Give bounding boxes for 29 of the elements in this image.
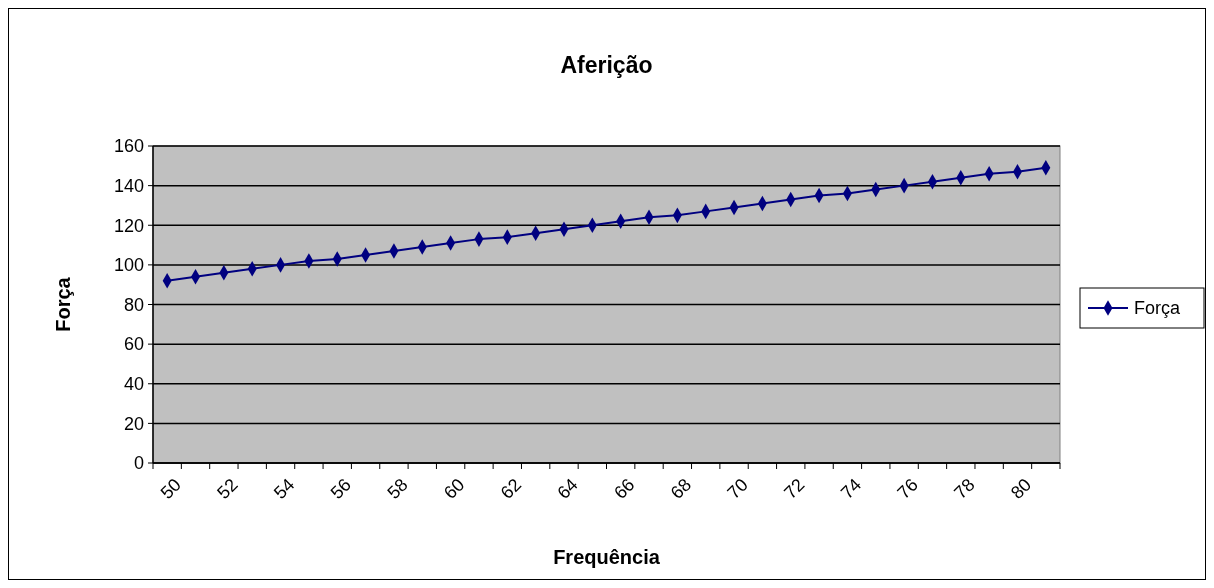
y-tick-label: 160: [113, 136, 144, 157]
x-tick-label: 76: [893, 474, 922, 503]
x-tick-label: 66: [610, 474, 639, 503]
x-tick-label: 80: [1006, 474, 1036, 503]
y-tick-label: 60: [123, 334, 144, 355]
x-tick-label: 52: [213, 474, 242, 503]
x-tick-label: 68: [666, 474, 696, 503]
y-tick-label: 140: [113, 175, 144, 196]
x-tick-label: 58: [383, 474, 412, 503]
legend-label: Força: [1134, 298, 1181, 319]
x-tick-label: 54: [269, 474, 299, 503]
x-tick-label: 74: [836, 474, 866, 503]
y-tick-label: 80: [123, 294, 144, 315]
y-tick-label: 20: [123, 413, 144, 434]
x-axis-title: Frequência: [553, 546, 661, 568]
x-tick-label: 56: [326, 474, 355, 503]
x-tick-label: 78: [950, 474, 979, 503]
x-tick-label: 62: [496, 474, 526, 503]
y-tick-label: 0: [133, 453, 144, 474]
x-tick-label: 72: [780, 474, 809, 503]
chart-title: Aferição: [560, 52, 653, 78]
x-tick-label: 60: [440, 474, 469, 503]
x-tick-label: 64: [553, 474, 582, 503]
y-tick-label: 120: [113, 215, 144, 236]
y-tick-label: 100: [113, 255, 144, 276]
x-tick-label: 70: [723, 474, 752, 503]
y-tick-label: 40: [123, 374, 144, 395]
x-tick-label: 50: [156, 474, 185, 503]
y-axis-title: Força: [52, 276, 74, 332]
